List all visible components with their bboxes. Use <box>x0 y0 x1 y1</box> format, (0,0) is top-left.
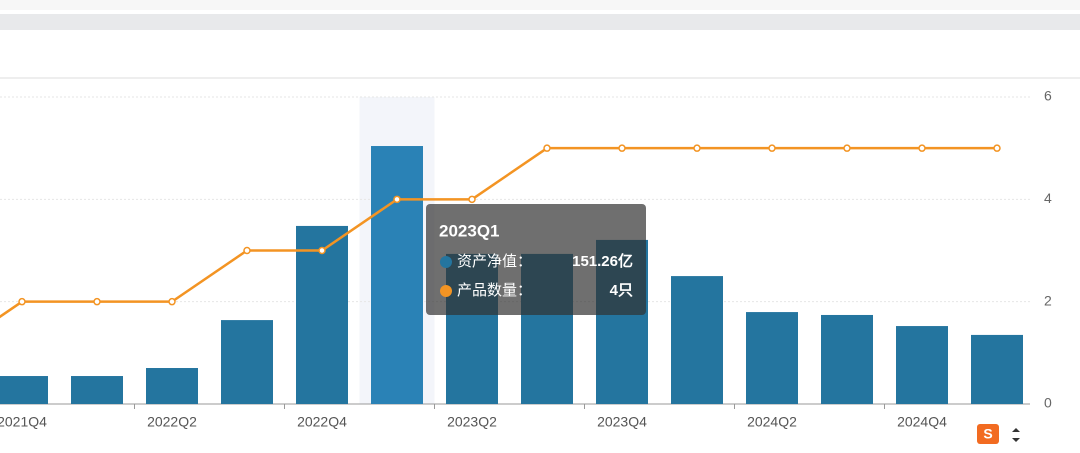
tooltip-label: 产品数量： <box>457 282 532 299</box>
x-tick-label: 2024Q2 <box>747 414 797 430</box>
bar <box>221 320 273 404</box>
line-point <box>918 144 926 152</box>
sogou-icon: S <box>977 424 1020 444</box>
x-tick-label: 2024Q4 <box>897 414 947 430</box>
bar <box>296 225 348 404</box>
bar <box>0 376 48 404</box>
line-point <box>318 246 326 255</box>
x-tick-label: 2021Q4 <box>0 414 47 430</box>
bar <box>821 314 873 404</box>
x-tick-label: 2023Q2 <box>447 414 497 430</box>
line-point <box>843 144 851 152</box>
tooltip-box <box>426 204 646 315</box>
line-point <box>393 195 401 204</box>
tooltip-title: 2023Q1 <box>439 221 500 240</box>
bar <box>896 326 948 404</box>
svg-text:S: S <box>983 426 992 442</box>
line-point <box>618 144 626 152</box>
tooltip-dot <box>440 285 452 297</box>
x-tick-label: 2022Q2 <box>147 414 197 430</box>
line-point <box>468 195 476 204</box>
line-point <box>768 144 776 152</box>
bar <box>371 146 423 404</box>
tooltip-dot <box>440 256 452 268</box>
x-tick-label: 2023Q4 <box>597 414 647 430</box>
y2-tick-label: 2 <box>1044 292 1052 308</box>
table-strip <box>0 0 1080 10</box>
bar <box>746 312 798 404</box>
line-point <box>168 297 176 306</box>
line-point <box>18 297 26 306</box>
tooltip-value: 4只 <box>610 282 633 299</box>
bar <box>971 334 1023 404</box>
bar <box>146 368 198 404</box>
y2-tick-label: 0 <box>1044 395 1052 411</box>
line-point <box>543 144 551 152</box>
line-point <box>243 246 251 255</box>
line-point <box>993 144 1001 152</box>
line-point <box>693 144 701 152</box>
bar <box>671 276 723 404</box>
y2-tick-label: 6 <box>1044 88 1052 104</box>
bar <box>71 376 123 404</box>
tooltip-value: 151.26亿 <box>572 252 633 270</box>
tooltip-label: 资产净值： <box>457 253 532 270</box>
line-point <box>93 297 101 306</box>
y2-tick-label: 4 <box>1044 190 1052 206</box>
x-tick-label: 2022Q4 <box>297 414 347 430</box>
separator-band <box>0 14 1080 30</box>
